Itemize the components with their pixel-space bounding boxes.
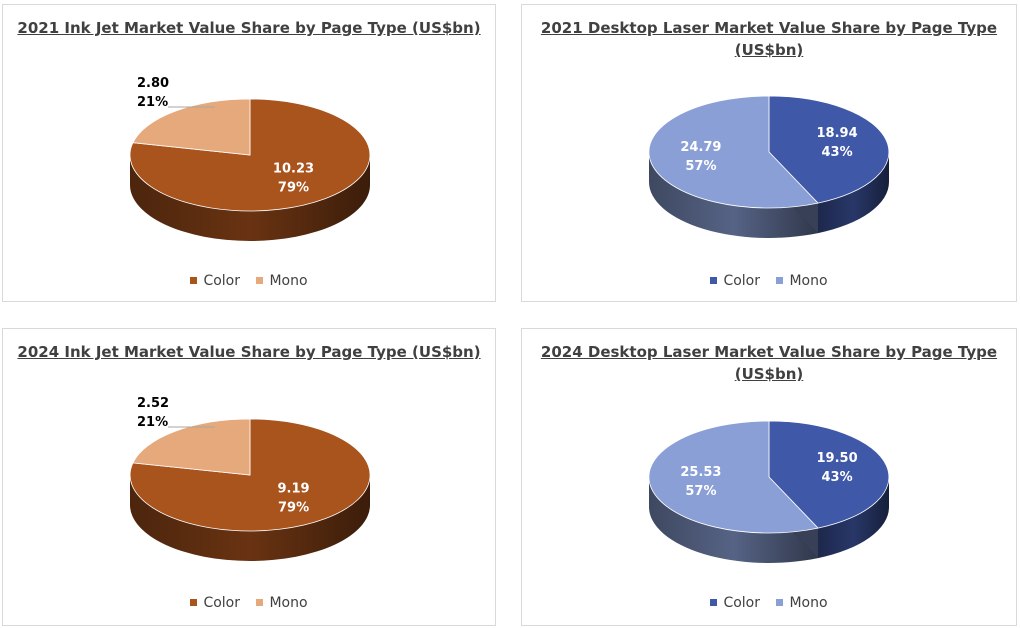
data-label-value: 24.79 — [680, 140, 721, 155]
pie-slice-side-color — [818, 477, 889, 559]
pie-slice-mono — [648, 420, 819, 534]
legend-swatch-mono — [256, 276, 264, 284]
legend-swatch-color — [710, 598, 718, 606]
data-label-value: 9.19 — [278, 481, 310, 496]
data-label-percent: 21% — [137, 95, 168, 110]
data-label-value: 19.50 — [817, 451, 858, 466]
pie-slice-mono — [132, 98, 251, 156]
legend-item-color: Color — [190, 273, 240, 289]
data-label-percent: 79% — [278, 180, 309, 195]
legend-label: Mono — [269, 273, 308, 289]
pie-slice-side-mono — [649, 152, 818, 238]
pie-slice-mono — [132, 418, 251, 476]
data-label-value: 18.94 — [817, 126, 858, 141]
legend-swatch-mono — [776, 598, 784, 606]
legend-label: Color — [723, 595, 760, 611]
chart-title: 2021 Desktop Laser Market Value Share by… — [540, 19, 998, 59]
data-label-value: 2.80 — [137, 76, 169, 91]
chart-panel-2021-laser: 2021 Desktop Laser Market Value Share by… — [521, 4, 1017, 302]
chart-panel-2021-inkjet: 2021 Ink Jet Market Value Share by Page … — [2, 4, 496, 302]
pie-chart: 9.19 79% 2.52 21% — [129, 396, 371, 561]
data-label-percent: 43% — [822, 470, 853, 485]
legend-item-mono: Mono — [256, 595, 308, 611]
legend-label: Color — [723, 273, 760, 289]
legend-swatch-mono — [256, 598, 264, 606]
legend-label: Mono — [789, 595, 828, 611]
pie-chart: 19.50 43% 25.53 57% — [648, 420, 890, 563]
legend-item-color: Color — [190, 595, 240, 611]
chart-legend: Color Mono — [522, 273, 1016, 289]
data-label-value: 2.52 — [137, 396, 169, 411]
legend-label: Mono — [269, 595, 308, 611]
legend-label: Color — [203, 273, 240, 289]
data-label-percent: 21% — [137, 415, 168, 430]
legend-label: Color — [203, 595, 240, 611]
pie-slice-side-color — [130, 475, 370, 561]
pie-slice-side-color — [818, 152, 889, 234]
chart-panel-2024-inkjet: 2024 Ink Jet Market Value Share by Page … — [2, 328, 496, 626]
pie-slice-color — [129, 98, 371, 212]
legend-item-color: Color — [710, 273, 760, 289]
data-label-percent: 43% — [822, 145, 853, 160]
legend-item-color: Color — [710, 595, 760, 611]
data-label-percent: 57% — [685, 159, 716, 174]
chart-legend: Color Mono — [3, 595, 495, 611]
legend-swatch-color — [190, 598, 198, 606]
pie-chart: 10.23 79% 2.80 21% — [129, 76, 371, 241]
pie-chart: 18.94 43% 24.79 57% — [648, 95, 890, 238]
pie-slice-side-mono — [649, 477, 818, 563]
data-label-percent: 79% — [278, 500, 309, 515]
chart-title: 2021 Ink Jet Market Value Share by Page … — [17, 19, 481, 37]
pie-slice-color — [768, 420, 890, 529]
chart-title: 2024 Desktop Laser Market Value Share by… — [540, 343, 998, 383]
legend-item-mono: Mono — [776, 595, 828, 611]
chart-legend: Color Mono — [3, 273, 495, 289]
legend-item-mono: Mono — [256, 273, 308, 289]
data-label-percent: 57% — [685, 484, 716, 499]
data-label-value: 25.53 — [680, 465, 721, 480]
chart-legend: Color Mono — [522, 595, 1016, 611]
chart-panel-2024-laser: 2024 Desktop Laser Market Value Share by… — [521, 328, 1017, 626]
chart-title: 2024 Ink Jet Market Value Share by Page … — [17, 343, 481, 361]
pie-slice-color — [768, 95, 890, 204]
legend-swatch-color — [710, 276, 718, 284]
legend-swatch-mono — [776, 276, 784, 284]
pie-slice-side-color — [130, 155, 370, 241]
legend-label: Mono — [789, 273, 828, 289]
data-label-value: 10.23 — [273, 161, 314, 176]
legend-swatch-color — [190, 276, 198, 284]
pie-slice-mono — [648, 95, 819, 209]
legend-item-mono: Mono — [776, 273, 828, 289]
